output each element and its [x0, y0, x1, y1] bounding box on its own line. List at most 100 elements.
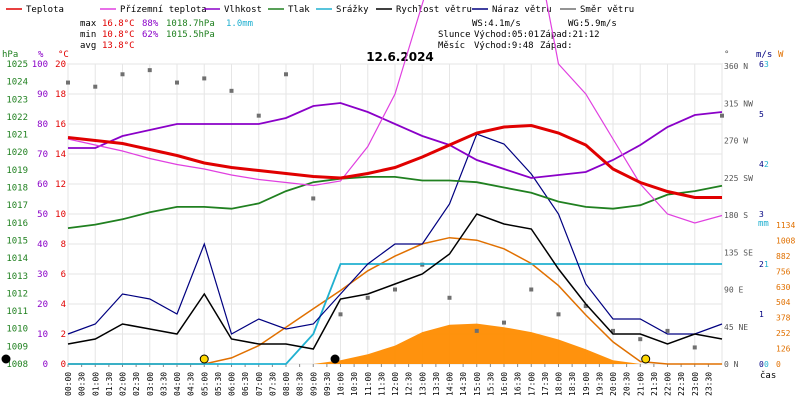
wind-direction-point [338, 312, 343, 317]
tick-label-pct: 60 [37, 180, 48, 190]
wind-direction-point [202, 76, 207, 81]
tick-label-temp: 16 [55, 120, 66, 130]
x-tick-label: 03:30 [159, 372, 168, 396]
x-tick-label: 20:30 [623, 372, 632, 396]
axis-unit-rain: mm [758, 219, 769, 229]
solar-radiation-area [68, 323, 722, 364]
tick-label-pct: 0 [43, 360, 48, 370]
x-tick-label: 18:00 [555, 372, 564, 396]
tick-label-temp: 4 [61, 300, 66, 310]
tick-label-wm2: 630 [776, 283, 791, 292]
tick-label-hpa: 1013 [6, 272, 28, 282]
legend: Teplota Přízemní teplota Vlhkost Tlak Sr… [6, 5, 634, 15]
tick-label-temp: 18 [55, 90, 66, 100]
tick-label-wm2: 0 [776, 360, 781, 369]
tick-label-hpa: 1019 [6, 166, 28, 176]
tick-label-hpa: 1021 [6, 131, 28, 141]
x-tick-label: 07:30 [268, 372, 277, 396]
wind-direction-point [720, 113, 724, 118]
stat-avg-temp: 13.8°C [102, 41, 135, 51]
humidity-line [68, 102, 723, 179]
tick-label-dir: 90 E [724, 286, 743, 295]
stat-min-label: min [80, 30, 96, 40]
x-tick-label: 00:00 [64, 372, 73, 396]
wind-direction-point [447, 295, 452, 300]
wind-direction-point [66, 80, 70, 85]
x-tick-label: 09:30 [323, 372, 332, 396]
wind-direction-point [611, 328, 615, 333]
tick-label-temp: 6 [61, 270, 66, 280]
wind-direction-point [529, 287, 534, 292]
legend-rain: Srážky [336, 5, 369, 15]
wind-direction-point [665, 328, 670, 333]
temperature-line [67, 123, 722, 199]
wind-direction-point [502, 320, 506, 325]
legend-temp: Teplota [26, 5, 64, 15]
axis-unit-ms: m/s [756, 50, 772, 60]
x-tick-label: 21:30 [650, 372, 659, 396]
series [1, 0, 724, 365]
axis-unit-temp: °C [58, 50, 69, 60]
tick-label-wm2: 252 [776, 329, 791, 338]
tick-label-hpa: 1015 [6, 236, 28, 246]
tick-label-hpa: 1009 [6, 342, 28, 352]
stat-max-label: max [80, 19, 97, 29]
x-tick-label: 11:30 [377, 372, 386, 396]
wind-gust-info: WG:5.9m/s [568, 19, 617, 29]
wind-direction-point [474, 328, 479, 333]
wind-direction-point [284, 72, 288, 77]
tick-label-hpa: 1025 [6, 60, 28, 70]
x-tick-label: 05:30 [214, 372, 223, 396]
stat-avg-label: avg [80, 41, 96, 51]
tick-label-rain: 0 [764, 360, 769, 369]
tick-label-wm2: 1008 [776, 236, 795, 245]
x-tick-label: 04:30 [187, 372, 196, 396]
x-tick-label: 22:00 [664, 372, 673, 396]
x-tick-label: 17:00 [527, 372, 536, 396]
wind-direction-point [93, 84, 98, 89]
x-tick-label: 08:30 [296, 372, 305, 396]
x-tick-label: 10:30 [350, 372, 359, 396]
legend-wind-dir: Směr větru [580, 5, 634, 15]
wind-direction-point [175, 80, 179, 85]
tick-label-hpa: 1014 [6, 254, 28, 264]
x-tick-label: 09:00 [309, 372, 318, 396]
stat-max-hum: 88% [142, 19, 159, 29]
x-tick-label: 19:00 [582, 372, 591, 396]
x-tick-label: 15:30 [486, 372, 495, 396]
tick-label-ms: 6 [759, 60, 764, 69]
sunrise-marker [199, 354, 209, 364]
x-tick-label: 08:00 [282, 372, 291, 396]
tick-label-pct: 20 [37, 300, 48, 310]
tick-label-wm2: 882 [776, 252, 791, 261]
legend-pressure: Tlak [288, 5, 310, 15]
tick-label-wm2: 756 [776, 267, 791, 276]
x-tick-label: 16:00 [500, 372, 509, 396]
axis-unit-hpa: hPa [2, 50, 18, 60]
sun-label: Slunce [438, 30, 471, 40]
tick-label-pct: 10 [37, 330, 48, 340]
stat-max-press: 1018.7hPa [166, 19, 215, 29]
x-tick-label: 17:30 [541, 372, 550, 396]
x-tick-label: 19:30 [595, 372, 604, 396]
wind-speed-line [67, 213, 723, 350]
tick-label-hpa: 1016 [6, 219, 28, 229]
legend-humidity: Vlhkost [224, 5, 262, 15]
stat-max-rain: 1.0mm [226, 19, 253, 29]
axis-unit-pct: % [38, 50, 44, 60]
stat-max-temp: 16.8°C [102, 19, 135, 29]
axis-time-label: čas [760, 370, 776, 381]
x-tick-label: 06:30 [241, 372, 250, 396]
x-tick-label: 12:00 [391, 372, 400, 396]
x-tick-label: 01:00 [91, 372, 100, 396]
x-tick-label: 18:30 [568, 372, 577, 396]
tick-label-dir: 180 S [724, 211, 748, 220]
wind-direction-point [120, 72, 125, 77]
tick-label-hpa: 1018 [6, 184, 28, 194]
x-tick-label: 23:30 [704, 372, 713, 396]
chart-title: 12.6.2024 [366, 50, 434, 64]
x-tick-label: 13:30 [432, 372, 441, 396]
tick-label-hpa: 1020 [6, 148, 28, 158]
tick-label-wm2: 126 [776, 345, 791, 354]
